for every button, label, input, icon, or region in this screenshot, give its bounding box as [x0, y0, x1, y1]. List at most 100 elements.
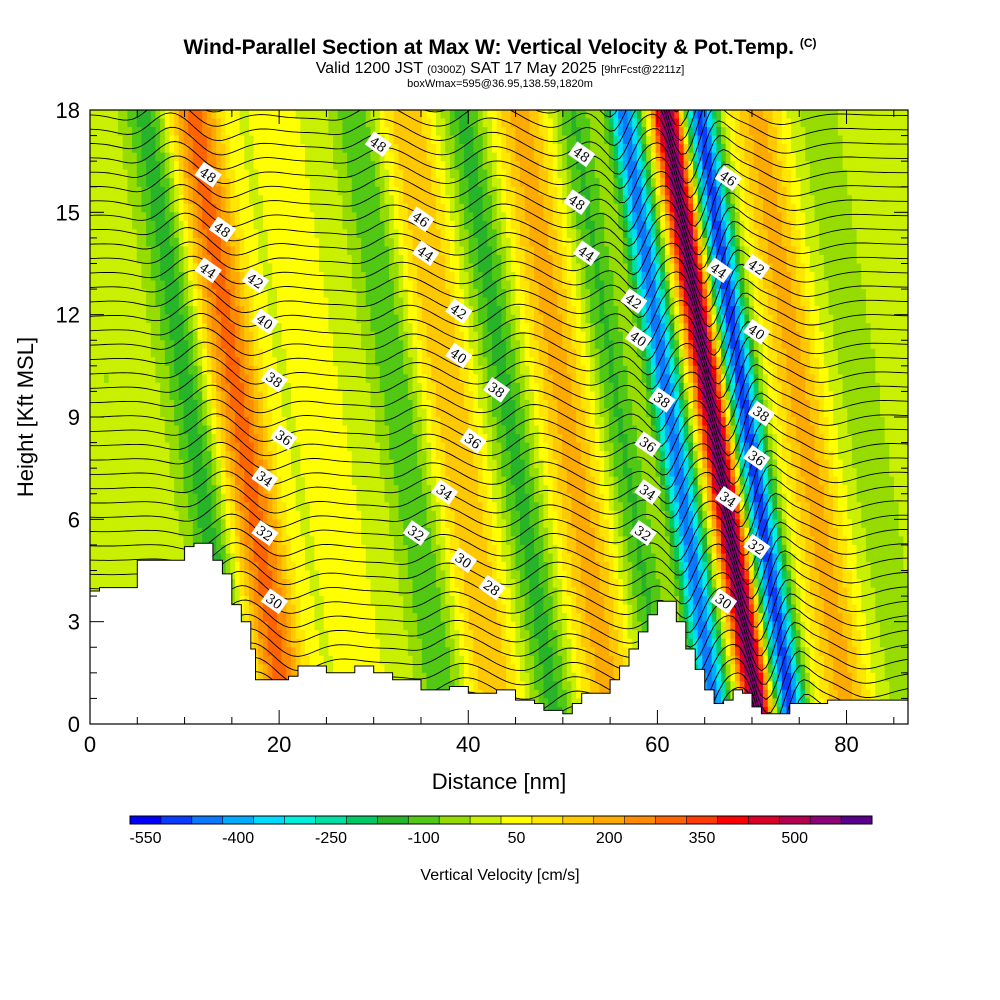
field-cell [136, 161, 143, 171]
field-cell [534, 297, 540, 307]
field-cell [319, 161, 325, 171]
field-cell [622, 195, 629, 205]
field-cell [220, 127, 227, 137]
field-cell [286, 280, 292, 290]
field-cell [309, 246, 315, 256]
field-cell [351, 144, 358, 154]
field-cell [370, 169, 376, 179]
field-cell [361, 161, 367, 171]
field-cell [632, 212, 638, 222]
field-cell [445, 297, 451, 307]
field-cell [524, 144, 530, 154]
field-cell [136, 195, 143, 205]
field-cell [384, 127, 390, 137]
field-cell [791, 195, 797, 205]
field-cell [389, 127, 395, 137]
field-cell [884, 272, 890, 282]
field-cell [683, 306, 689, 316]
field-cell [337, 152, 344, 162]
field-cell [534, 229, 540, 239]
field-cell [160, 331, 166, 341]
field-cell [351, 263, 358, 273]
field-cell [90, 348, 96, 358]
field-cell [800, 178, 806, 188]
field-cell [730, 186, 736, 196]
field-cell [407, 348, 414, 358]
field-cell [515, 152, 521, 162]
field-cell [389, 118, 395, 128]
field-cell [118, 246, 124, 256]
field-cell [398, 169, 404, 179]
field-cell [421, 323, 428, 333]
field-cell [534, 306, 540, 316]
field-cell [795, 178, 802, 188]
field-cell [463, 280, 470, 290]
field-cell [426, 152, 432, 162]
field-cell [529, 280, 535, 290]
field-cell [828, 118, 834, 128]
field-cell [809, 186, 816, 196]
field-cell [104, 220, 110, 230]
field-cell [118, 161, 124, 171]
field-cell [903, 144, 908, 154]
field-cell [290, 186, 297, 196]
field-cell [632, 127, 638, 137]
field-cell [412, 186, 418, 196]
field-cell [879, 161, 886, 171]
field-cell [814, 186, 820, 196]
field-cell [169, 263, 175, 273]
field-cell [323, 212, 329, 222]
field-cell [108, 144, 114, 154]
field-cell [361, 340, 367, 350]
field-cell [445, 254, 451, 265]
field-cell [641, 186, 647, 196]
field-cell [636, 314, 643, 324]
field-cell [239, 110, 245, 120]
field-cell [435, 144, 442, 154]
field-cell [889, 280, 895, 290]
field-cell [674, 272, 680, 282]
field-cell [449, 263, 456, 273]
field-cell [90, 306, 96, 316]
field-cell [809, 263, 816, 273]
field-cell [230, 340, 236, 350]
field-cell [122, 110, 128, 120]
field-cell [487, 331, 493, 341]
field-cell [393, 306, 400, 316]
field-cell [870, 280, 876, 290]
field-cell [155, 144, 161, 154]
field-cell [379, 272, 386, 282]
field-cell [342, 246, 348, 256]
field-cell [136, 110, 143, 120]
field-cell [258, 127, 264, 137]
field-cell [426, 289, 432, 299]
field-cell [534, 314, 540, 324]
field-cell [160, 118, 166, 128]
field-cell [431, 118, 437, 128]
field-cell [786, 220, 792, 230]
field-cell [267, 135, 273, 145]
field-cell [174, 263, 180, 273]
field-cell [463, 272, 470, 282]
field-cell [660, 272, 666, 282]
field-cell [501, 135, 507, 145]
field-cell [267, 144, 273, 154]
field-cell [851, 135, 858, 145]
field-cell [365, 340, 372, 350]
field-cell [875, 314, 881, 324]
field-cell [440, 254, 446, 265]
field-cell [650, 297, 657, 307]
field-cell [122, 340, 128, 350]
field-cell [772, 152, 778, 162]
field-cell [520, 254, 526, 265]
field-cell [739, 263, 745, 273]
field-cell [141, 323, 147, 333]
field-cell [253, 289, 259, 299]
field-cell [206, 246, 213, 256]
field-cell [286, 220, 292, 230]
field-cell [627, 203, 633, 213]
field-cell [244, 144, 250, 154]
field-cell [767, 314, 774, 324]
field-cell [585, 110, 591, 120]
field-cell [188, 110, 194, 120]
